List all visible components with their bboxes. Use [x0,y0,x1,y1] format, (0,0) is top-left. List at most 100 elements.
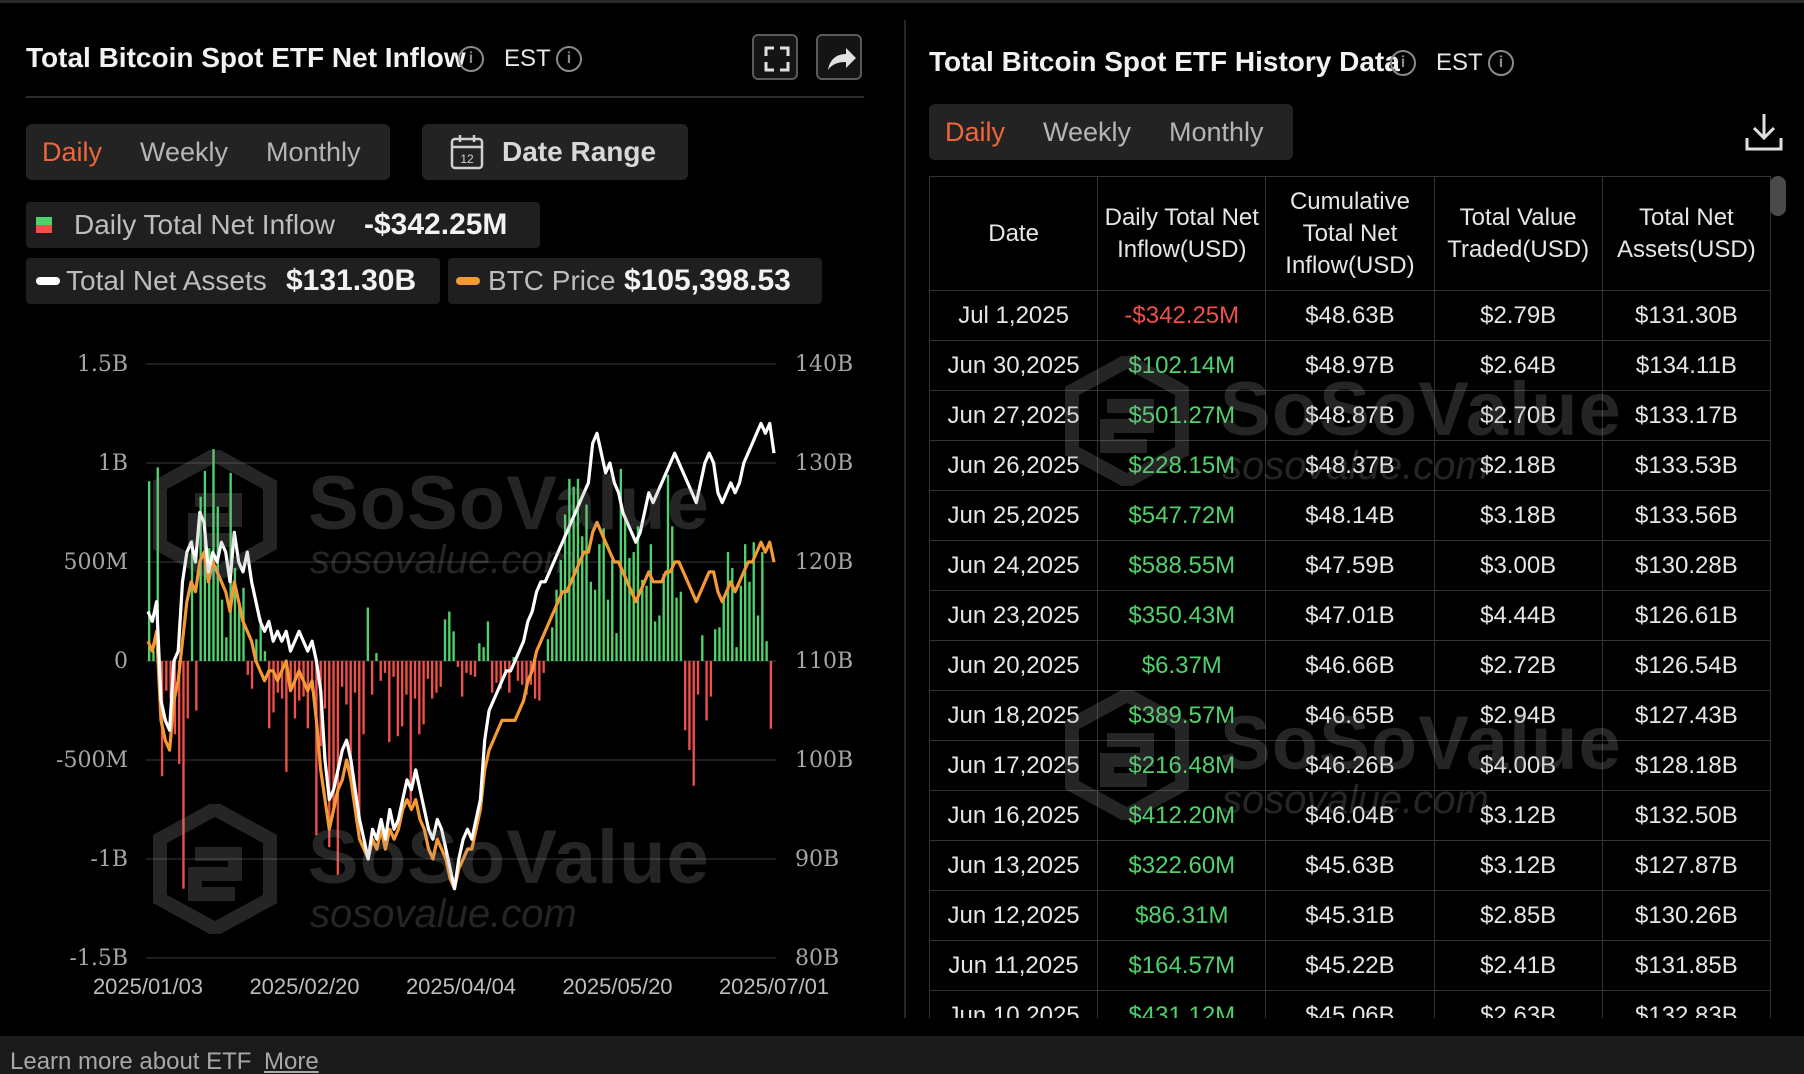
table-row[interactable]: Jun 20,2025 $6.37M $46.66B $2.72B $126.54B [929,640,1771,691]
tab-daily[interactable]: Daily [945,117,1006,147]
cell-value-traded: $2.41B [1433,940,1603,991]
column-header-cumulative-inflow[interactable]: Cumulative Total Net Inflow(USD) [1265,176,1435,291]
cell-cumulative-inflow: $45.63B [1265,840,1435,891]
table-row[interactable]: Jun 17,2025 $216.48M $46.26B $4.00B $128.18B [929,740,1771,791]
cell-net-assets: $127.87B [1601,840,1771,891]
cell-value-traded: $3.12B [1433,790,1603,841]
cell-cumulative-inflow: $45.22B [1265,940,1435,991]
inflow-bar [250,661,254,689]
cell-daily-inflow: $389.57M [1097,690,1267,741]
footer-more-link[interactable]: More [264,1048,319,1074]
tab-monthly[interactable]: Monthly [1169,117,1264,147]
column-header-value-traded[interactable]: Total Value Traded(USD) [1433,176,1603,291]
legend-total-net-assets[interactable]: Total Net Assets $131.30B [26,258,440,304]
cell-date: Jul 1,2025 [929,290,1099,341]
inflow-bar [632,552,635,661]
y-right-tick-label: 110B [795,649,853,674]
timezone-info-icon[interactable]: i [1488,50,1514,76]
inflow-bar [238,603,241,661]
fullscreen-button[interactable] [752,34,798,80]
info-icon[interactable]: i [1390,50,1416,76]
column-header-date[interactable]: Date [929,176,1099,291]
table-row[interactable]: Jun 18,2025 $389.57M $46.65B $2.94B $127.43B [929,690,1771,741]
inflow-bar [739,585,743,661]
inflow-bar [473,661,477,677]
timezone-info-icon[interactable]: i [556,46,582,72]
table-row[interactable]: Jun 13,2025 $322.60M $45.63B $3.12B $127.87B [929,840,1771,891]
inflow-bar [469,661,472,675]
tab-daily[interactable]: Daily [42,137,103,167]
assets-label: Total Net Assets [66,265,267,296]
inflow-bar [718,627,721,661]
inflow-bar [298,661,301,701]
cell-cumulative-inflow: $45.31B [1265,890,1435,941]
y-right-tick-label: 80B [795,946,839,971]
cell-daily-inflow: $412.20M [1097,790,1267,841]
table-header-row: Date Daily Total Net Inflow(USD) Cumulat… [929,176,1771,291]
table-scrollbar[interactable] [1770,176,1786,216]
inflow-bar [683,661,687,731]
download-icon[interactable] [1742,110,1786,154]
cell-daily-inflow: $228.15M [1097,440,1267,491]
cell-cumulative-inflow: $48.97B [1265,340,1435,391]
net-inflow-chart[interactable]: 1.5B 140B 1B 130B 500M 120B 0 110B -500M 100B -1B 9… [0,330,900,1010]
cell-date: Jun 30,2025 [929,340,1099,391]
inflow-bar [713,629,717,661]
inflow-bar [499,661,502,689]
inflow-bar [679,591,683,661]
inflow-bar [563,514,567,661]
table-row[interactable]: Jun 24,2025 $588.55M $47.59B $3.00B $130.28B [929,540,1771,591]
inflow-bar [293,661,297,719]
inflow-bar [666,474,670,661]
info-icon[interactable]: i [458,46,484,72]
table-row[interactable]: Jul 1,2025 -$342.25M $48.63B $2.79B $131.30B [929,290,1771,341]
table-row[interactable]: Jun 16,2025 $412.20M $46.04B $3.12B $132.50B [929,790,1771,841]
cell-date: Jun 10,2025 [929,990,1099,1018]
inflow-bar [653,621,657,661]
cell-net-assets: $133.17B [1601,390,1771,441]
tab-weekly[interactable]: Weekly [1043,117,1132,147]
legend-btc-price[interactable]: BTC Price $105,398.53 [448,258,822,304]
inflow-bar [602,528,605,661]
table-row[interactable]: Jun 30,2025 $102.14M $48.97B $2.64B $134.11B [929,340,1771,391]
inflow-bar [581,536,584,661]
inflow-bar [310,661,314,691]
date-range-button[interactable]: 12 Date Range [422,124,688,180]
legend-net-inflow[interactable]: Daily Total Net Inflow -$342.25M [26,202,540,248]
cell-value-traded: $3.12B [1433,840,1603,891]
inflow-bar [478,643,481,661]
table-row[interactable]: Jun 25,2025 $547.72M $48.14B $3.18B $133.56B [929,490,1771,541]
tab-weekly[interactable]: Weekly [140,137,229,167]
inflow-bar [388,661,391,743]
column-header-daily-inflow[interactable]: Daily Total Net Inflow(USD) [1097,176,1267,291]
inflow-bar [340,661,344,687]
share-button[interactable] [816,34,862,80]
inflow-bar [606,599,610,661]
y-left-tick-label: 1B [98,451,128,476]
y-right-tick-label: 130B [795,451,853,476]
column-header-net-assets[interactable]: Total Net Assets(USD) [1601,176,1771,291]
inflow-bar [323,661,327,709]
inflow-bar [430,661,434,699]
inflow-bar [516,661,520,681]
inflow-bar [255,639,258,661]
inflow-bar [533,661,537,699]
table-row[interactable]: Jun 12,2025 $86.31M $45.31B $2.85B $130.26B [929,890,1771,941]
inflow-bar [379,661,382,681]
calendar-icon: 12 [450,135,484,170]
cell-date: Jun 25,2025 [929,490,1099,541]
cell-value-traded: $3.00B [1433,540,1603,591]
history-table[interactable]: Date Daily Total Net Inflow(USD) Cumulat… [929,176,1771,1018]
cell-date: Jun 18,2025 [929,690,1099,741]
panel-title: Total Bitcoin Spot ETF Net Inflow [26,42,466,73]
table-row[interactable]: Jun 27,2025 $501.27M $48.87B $2.70B $133.17B [929,390,1771,441]
table-row[interactable]: Jun 10,2025 $431.12M $45.06B $2.63B $132.83B [929,990,1771,1018]
tab-monthly[interactable]: Monthly [266,137,361,167]
y-left-tick-label: -1B [90,847,128,872]
inflow-bar [190,540,194,661]
table-row[interactable]: Jun 11,2025 $164.57M $45.22B $2.41B $131.85B [929,940,1771,991]
y-left-tick-label: -500M [56,748,128,773]
table-row[interactable]: Jun 23,2025 $350.43M $47.01B $4.44B $126.61B [929,590,1771,641]
inflow-bar [289,661,292,685]
table-row[interactable]: Jun 26,2025 $228.15M $48.37B $2.18B $133.53B [929,440,1771,491]
